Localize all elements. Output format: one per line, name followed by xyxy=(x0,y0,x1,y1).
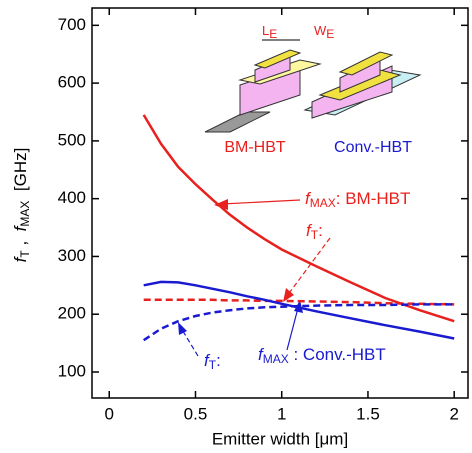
inset-label-part: E xyxy=(326,27,334,41)
y-label-part: , xyxy=(11,231,30,250)
annotation: fT: xyxy=(204,351,221,372)
annotation-part: : Conv.-HBT xyxy=(289,345,386,364)
y-tick-label: 300 xyxy=(58,246,86,265)
y-label-part: [GHz] xyxy=(11,148,30,201)
inset-label: LE xyxy=(262,23,277,41)
x-tick-label: 1 xyxy=(277,404,286,423)
y-tick-label: 500 xyxy=(58,130,86,149)
inset-diagram xyxy=(205,40,420,132)
y-axis-label: fT , fMAX [GHz] xyxy=(11,148,32,263)
annotation-part: : BM-HBT xyxy=(336,189,411,208)
annotation-part: MAX xyxy=(263,352,289,366)
inset-label: WE xyxy=(314,23,334,41)
inset-label: BM-HBT xyxy=(224,139,286,156)
y-tick-label: 700 xyxy=(58,15,86,34)
annotation-part: : xyxy=(318,221,323,240)
y-label-part: MAX xyxy=(18,201,32,227)
y-tick-label: 100 xyxy=(58,361,86,380)
annotation: fMAX: BM-HBT xyxy=(305,189,410,210)
y-tick-label: 400 xyxy=(58,188,86,207)
x-tick-label: 1.5 xyxy=(356,404,380,423)
x-tick-label: 0.5 xyxy=(184,404,208,423)
annotation: fMAX : Conv.-HBT xyxy=(258,345,386,366)
inset-label-part: W xyxy=(314,23,327,38)
annotation-part: MAX xyxy=(310,196,336,210)
y-tick-label: 200 xyxy=(58,304,86,323)
inset-label: Conv.-HBT xyxy=(334,139,412,156)
x-tick-label: 2 xyxy=(449,404,458,423)
x-axis-label: Emitter width [μm] xyxy=(212,429,348,448)
annotation-part: : xyxy=(216,351,221,370)
annotation: fT: xyxy=(306,221,323,242)
x-tick-label: 0 xyxy=(105,404,114,423)
y-tick-label: 600 xyxy=(58,73,86,92)
chart: BM-HBT Conv.-HBT LE WE fT , fMAX [GHz] E… xyxy=(0,0,472,453)
inset-label-part: L xyxy=(262,23,269,38)
inset-label-part: E xyxy=(269,27,277,41)
